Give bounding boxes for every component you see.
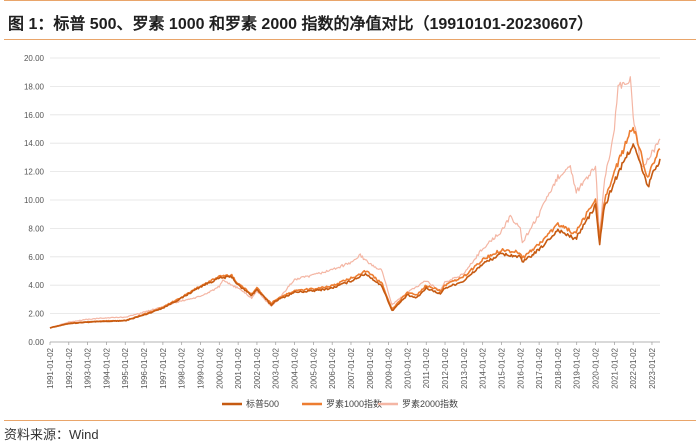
y-tick-label: 6.00 [28,253,44,262]
series-lines [49,76,661,329]
x-tick-label: 2006-01-02 [328,347,337,388]
x-tick-label: 2000-01-02 [215,347,224,388]
series-line-russell2000 [49,76,661,329]
footer-rule [4,420,696,421]
x-tick-label: 2012-01-02 [441,347,450,388]
x-tick-label: 2009-01-02 [385,347,394,388]
legend-label-sp500: 标普500 [246,398,279,409]
title-bar: 图 1：标普 500、罗素 1000 和罗素 2000 指数的净值对比（1991… [4,0,696,40]
x-tick-label: 2005-01-02 [309,347,318,388]
x-tick-label: 1994-01-02 [102,347,111,388]
x-tick-label: 2014-01-02 [479,347,488,388]
x-tick-label: 2011-01-02 [422,347,431,388]
x-tick-label: 2018-01-02 [554,347,563,388]
x-tick-label: 2015-01-02 [497,347,506,388]
y-tick-label: 10.00 [24,196,45,205]
line-chart: 0.00 2.00 4.00 6.00 8.00 10.00 12.00 14.00 16.00… [24,54,661,409]
x-axis: 1991-01-02 1992-01-02 1993-01-02 1994-01-02… [46,342,657,389]
y-tick-label: 12.00 [24,168,45,177]
page-title: 图 1：标普 500、罗素 1000 和罗素 2000 指数的净值对比（1991… [8,16,594,33]
x-tick-label: 2017-01-02 [535,347,544,388]
x-tick-label: 1995-01-02 [121,347,130,388]
x-tick-label: 1991-01-02 [46,347,55,388]
x-tick-label: 2022-01-02 [629,347,638,388]
x-tick-label: 2002-01-02 [253,347,262,388]
x-tick-label: 2013-01-02 [460,347,469,388]
x-tick-label: 2021-01-02 [610,347,619,388]
x-tick-label: 2023-01-02 [648,347,657,388]
x-tick-label: 2001-01-02 [234,347,243,388]
x-tick-label: 2007-01-02 [347,347,356,388]
y-tick-label: 2.00 [28,310,44,319]
x-tick-label: 1996-01-02 [140,347,149,388]
x-tick-label: 2020-01-02 [592,347,601,388]
x-tick-label: 2010-01-02 [403,347,412,388]
y-tick-label: 14.00 [24,139,45,148]
x-tick-label: 2008-01-02 [366,347,375,388]
x-tick-label: 2004-01-02 [291,347,300,388]
x-tick-label: 2016-01-02 [516,347,525,388]
x-tick-label: 2019-01-02 [573,347,582,388]
series-line-sp500 [49,143,661,329]
x-tick-label: 2003-01-02 [272,347,281,388]
y-axis: 0.00 2.00 4.00 6.00 8.00 10.00 12.00 14.00 16.00… [24,54,45,347]
source-note: 资料来源：Wind [4,427,99,442]
x-tick-label: 1993-01-02 [84,347,93,388]
legend-label-russell2000: 罗素2000指数 [402,398,458,409]
y-tick-label: 18.00 [24,82,45,91]
x-tick-label: 1998-01-02 [178,347,187,388]
x-tick-label: 1997-01-02 [159,347,168,388]
y-tick-label: 0.00 [28,338,44,347]
legend-label-russell1000: 罗素1000指数 [326,398,382,409]
legend: 标普500 罗素1000指数 罗素2000指数 [222,398,458,409]
series-line-russell1000 [49,126,661,329]
y-tick-label: 8.00 [28,224,44,233]
y-tick-label: 16.00 [24,111,45,120]
y-tick-label: 4.00 [28,281,44,290]
x-tick-label: 1992-01-02 [65,347,74,388]
grid [50,57,660,343]
x-tick-label: 1999-01-02 [196,347,205,388]
y-tick-label: 20.00 [24,54,45,63]
